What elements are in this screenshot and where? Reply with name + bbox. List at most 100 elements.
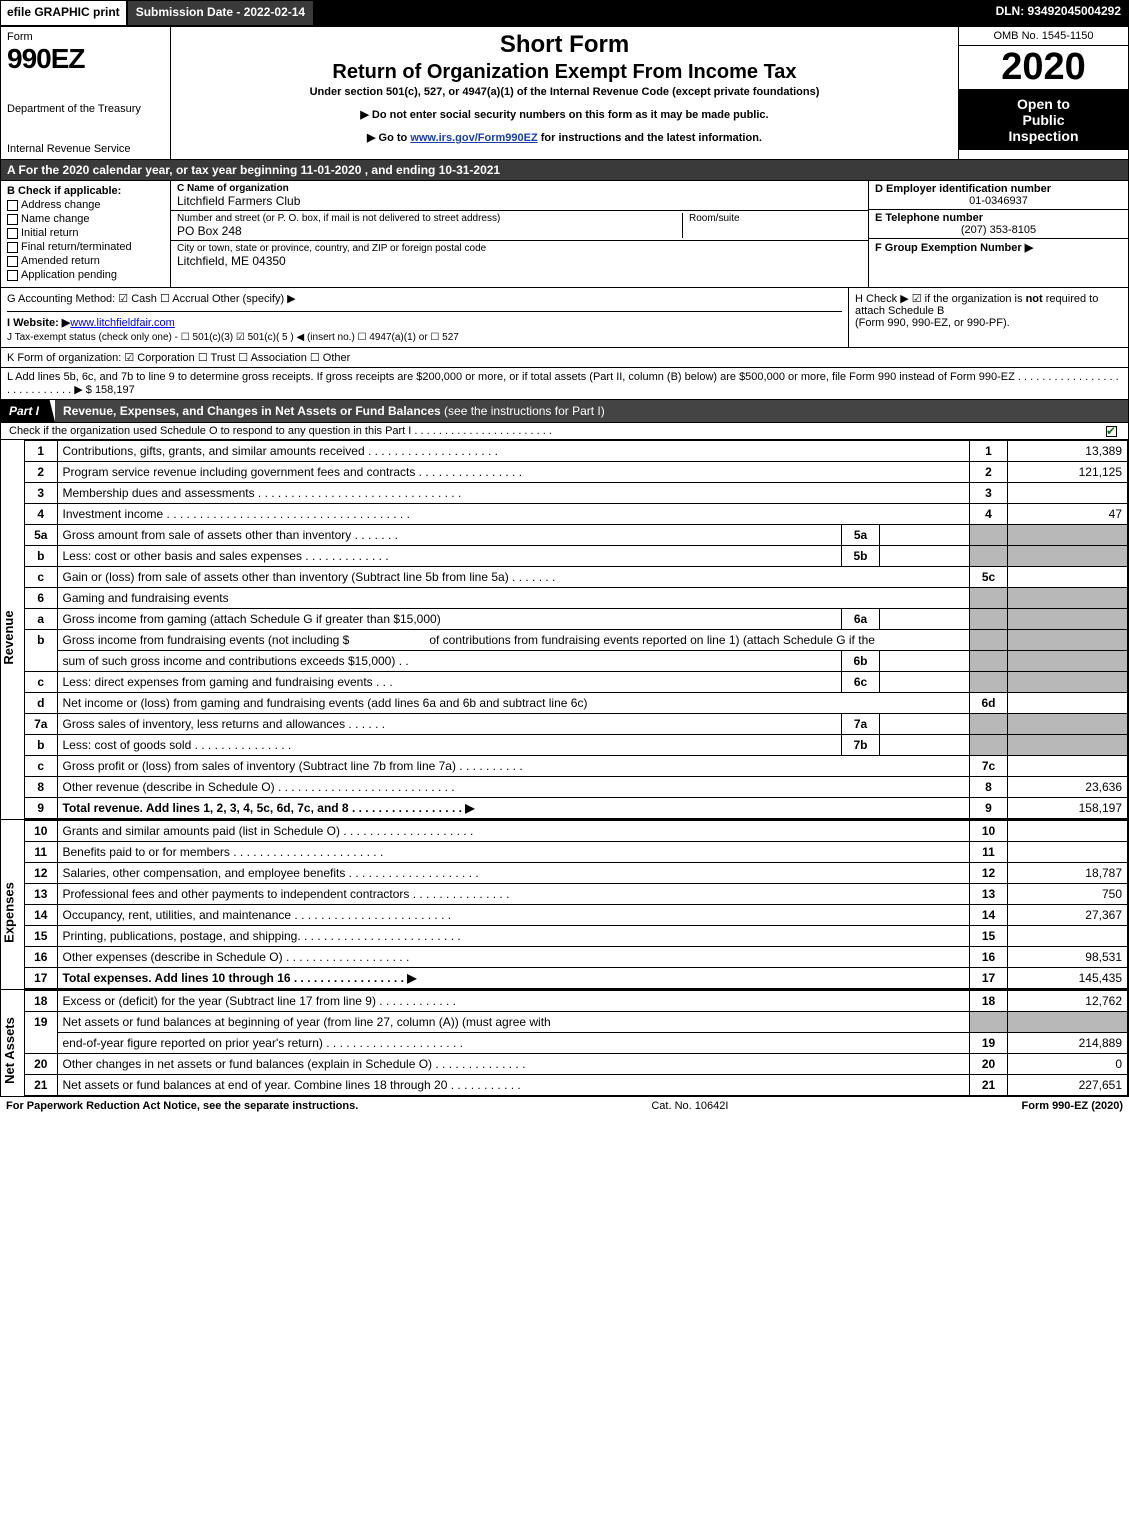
line-6: 6Gaming and fundraising events — [25, 588, 1128, 609]
line-9: 9Total revenue. Add lines 1, 2, 3, 4, 5c… — [25, 798, 1128, 819]
col-d: D Employer identification number 01-0346… — [868, 181, 1128, 287]
line-13: 13Professional fees and other payments t… — [25, 884, 1128, 905]
omb-number: OMB No. 1545-1150 — [959, 27, 1128, 46]
col-c: C Name of organization Litchfield Farmer… — [171, 181, 868, 287]
org-name-box: C Name of organization Litchfield Farmer… — [171, 181, 868, 211]
l-text: L Add lines 5b, 6c, and 7b to line 9 to … — [7, 371, 1119, 396]
line-6b2: sum of such gross income and contributio… — [25, 651, 1128, 672]
expenses-label: Expenses — [1, 820, 25, 989]
chk-final-return[interactable]: Final return/terminated — [7, 241, 164, 253]
expenses-table: 10Grants and similar amounts paid (list … — [25, 820, 1128, 989]
chk-application-pending[interactable]: Application pending — [7, 269, 164, 281]
revenue-section: Revenue 1Contributions, gifts, grants, a… — [1, 440, 1128, 820]
line-11: 11Benefits paid to or for members . . . … — [25, 842, 1128, 863]
line-2: 2Program service revenue including gover… — [25, 462, 1128, 483]
line-8: 8Other revenue (describe in Schedule O) … — [25, 777, 1128, 798]
short-form-title: Short Form — [179, 31, 950, 59]
line-6c: cLess: direct expenses from gaming and f… — [25, 672, 1128, 693]
website-link[interactable]: www.litchfieldfair.com — [70, 317, 175, 329]
line-3: 3Membership dues and assessments . . . .… — [25, 483, 1128, 504]
i-pre: I Website: ▶ — [7, 317, 70, 329]
section-bcd: B Check if applicable: Address change Na… — [1, 181, 1128, 288]
phone-label: E Telephone number — [875, 212, 1122, 224]
line-15: 15Printing, publications, postage, and s… — [25, 926, 1128, 947]
netassets-section: Net Assets 18Excess or (deficit) for the… — [1, 990, 1128, 1096]
footer-mid: Cat. No. 10642I — [358, 1100, 1021, 1112]
city-label: City or town, state or province, country… — [177, 243, 862, 254]
calendar-row: A For the 2020 calendar year, or tax yea… — [1, 160, 1128, 181]
insp-2: Public — [963, 112, 1124, 128]
page-footer: For Paperwork Reduction Act Notice, see … — [0, 1097, 1129, 1115]
dln-label: DLN: 93492045004292 — [988, 0, 1129, 26]
address-value: PO Box 248 — [177, 224, 682, 238]
line-7b: bLess: cost of goods sold . . . . . . . … — [25, 735, 1128, 756]
line-21: 21Net assets or fund balances at end of … — [25, 1075, 1128, 1096]
netassets-table: 18Excess or (deficit) for the year (Subt… — [25, 990, 1128, 1096]
chk-address-change[interactable]: Address change — [7, 199, 164, 211]
form-header: Form 990EZ Department of the Treasury In… — [1, 27, 1128, 160]
chk-name-change[interactable]: Name change — [7, 213, 164, 225]
g-accounting: G Accounting Method: ☑ Cash ☐ Accrual Ot… — [1, 288, 848, 347]
expenses-section: Expenses 10Grants and similar amounts pa… — [1, 820, 1128, 990]
note2-pre: ▶ Go to — [367, 132, 410, 144]
note-link: ▶ Go to www.irs.gov/Form990EZ for instru… — [179, 131, 950, 144]
insp-3: Inspection — [963, 128, 1124, 144]
line-7c: cGross profit or (loss) from sales of in… — [25, 756, 1128, 777]
city-box: City or town, state or province, country… — [171, 241, 868, 270]
top-bar: efile GRAPHIC print Submission Date - 20… — [0, 0, 1129, 26]
org-name-value: Litchfield Farmers Club — [177, 194, 862, 208]
header-left: Form 990EZ Department of the Treasury In… — [1, 27, 171, 159]
line-6a: aGross income from gaming (attach Schedu… — [25, 609, 1128, 630]
col-b: B Check if applicable: Address change Na… — [1, 181, 171, 287]
part1-check-icon — [1106, 426, 1117, 437]
irs-link[interactable]: www.irs.gov/Form990EZ — [410, 132, 537, 144]
tax-year: 2020 — [959, 46, 1128, 90]
netassets-label: Net Assets — [1, 990, 25, 1096]
h-text3: (Form 990, 990-EZ, or 990-PF). — [855, 317, 1122, 329]
insp-1: Open to — [963, 96, 1124, 112]
part1-tab: Part I — [1, 400, 55, 422]
footer-right: Form 990-EZ (2020) — [1022, 1100, 1124, 1112]
line-14: 14Occupancy, rent, utilities, and mainte… — [25, 905, 1128, 926]
line-5b: bLess: cost or other basis and sales exp… — [25, 546, 1128, 567]
j-status: J Tax-exempt status (check only one) - ☐… — [7, 332, 842, 343]
chk-initial-return[interactable]: Initial return — [7, 227, 164, 239]
row-gh: G Accounting Method: ☑ Cash ☐ Accrual Ot… — [1, 288, 1128, 348]
header-right: OMB No. 1545-1150 2020 Open to Public In… — [958, 27, 1128, 159]
form-code: 990EZ — [7, 43, 164, 75]
main-title: Return of Organization Exempt From Incom… — [179, 61, 950, 84]
submission-date: Submission Date - 2022-02-14 — [127, 0, 314, 26]
h-text1: H Check ▶ ☑ if the organization is — [855, 293, 1026, 305]
h-col: H Check ▶ ☑ if the organization is not r… — [848, 288, 1128, 347]
line-18: 18Excess or (deficit) for the year (Subt… — [25, 991, 1128, 1012]
line-5a: 5aGross amount from sale of assets other… — [25, 525, 1128, 546]
address-box: Number and street (or P. O. box, if mail… — [171, 211, 868, 241]
footer-left: For Paperwork Reduction Act Notice, see … — [6, 1100, 358, 1112]
address-label: Number and street (or P. O. box, if mail… — [177, 213, 682, 224]
ein-label: D Employer identification number — [875, 183, 1122, 195]
line-1: 1Contributions, gifts, grants, and simil… — [25, 441, 1128, 462]
line-19b: end-of-year figure reported on prior yea… — [25, 1033, 1128, 1054]
line-6b: bGross income from fundraising events (n… — [25, 630, 1128, 651]
revenue-label: Revenue — [1, 440, 25, 819]
form-word: Form — [7, 31, 164, 43]
dept-irs: Internal Revenue Service — [7, 143, 164, 155]
efile-label[interactable]: efile GRAPHIC print — [0, 0, 127, 26]
dept-treasury: Department of the Treasury — [7, 103, 164, 115]
room-suite-label: Room/suite — [682, 213, 862, 238]
note-ssn: ▶ Do not enter social security numbers o… — [179, 108, 950, 121]
inspection-box: Open to Public Inspection — [959, 90, 1128, 150]
part1-title: Revenue, Expenses, and Changes in Net As… — [55, 400, 1128, 422]
org-name-label: C Name of organization — [177, 183, 862, 194]
row-k: K Form of organization: ☑ Corporation ☐ … — [1, 348, 1128, 368]
b-header: B Check if applicable: — [7, 185, 164, 197]
group-exemption-label: F Group Exemption Number ▶ — [875, 241, 1122, 254]
part1-sub: Check if the organization used Schedule … — [1, 423, 1128, 440]
chk-amended-return[interactable]: Amended return — [7, 255, 164, 267]
note2-post: for instructions and the latest informat… — [538, 132, 762, 144]
i-website: I Website: ▶www.litchfieldfair.com — [7, 316, 842, 329]
line-20: 20Other changes in net assets or fund ba… — [25, 1054, 1128, 1075]
line-17: 17Total expenses. Add lines 10 through 1… — [25, 968, 1128, 989]
header-mid: Short Form Return of Organization Exempt… — [171, 27, 958, 159]
revenue-table: 1Contributions, gifts, grants, and simil… — [25, 440, 1128, 819]
